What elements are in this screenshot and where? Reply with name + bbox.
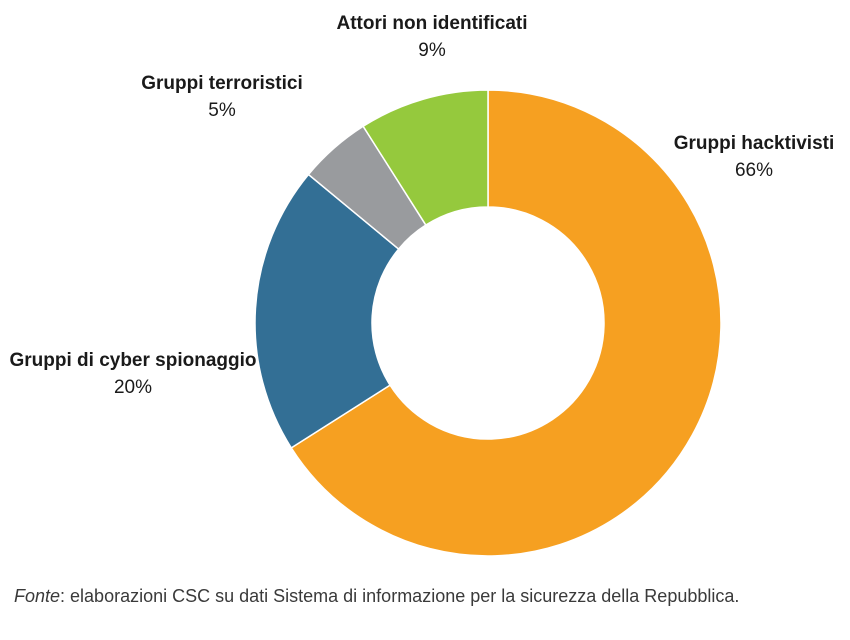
slice-label-value: 5%	[208, 100, 236, 121]
footnote-text: : elaborazioni CSC su dati Sistema di in…	[60, 586, 740, 606]
donut-chart: Gruppi hacktivisti 66% Gruppi di cyber s…	[9, 10, 834, 557]
slice-label-value: 20%	[113, 377, 153, 398]
slice-label-text: Gruppi di cyber spionaggio	[9, 350, 257, 371]
chart-source-footnote: Fonte: elaborazioni CSC su dati Sistema …	[14, 586, 739, 607]
slice-label-gruppi-terroristici: Gruppi terroristici 5%	[141, 70, 303, 124]
slice-label-text: Attori non identificati	[336, 13, 528, 34]
slice-label-text: Gruppi hacktivisti	[673, 133, 835, 154]
slice-gruppi-di-cyber-spionaggio	[254, 173, 400, 449]
slice-label-attori-non-identificati: Attori non identificati 9%	[336, 10, 527, 64]
footnote-prefix: Fonte	[14, 586, 61, 606]
slice-label-text: Gruppi terroristici	[141, 73, 303, 94]
slice-label-value: 9%	[418, 40, 446, 61]
slice-label-value: 66%	[734, 160, 774, 181]
slice-label-gruppi-di-cyber-spionaggio: Gruppi di cyber spionaggio 20%	[9, 347, 256, 401]
slice-label-gruppi-hacktivisti: Gruppi hacktivisti 66%	[674, 130, 834, 184]
slice-gruppi-hacktivisti	[290, 89, 722, 557]
donut-chart-svg	[254, 89, 722, 557]
slice-attori-non-identificati	[362, 89, 489, 227]
